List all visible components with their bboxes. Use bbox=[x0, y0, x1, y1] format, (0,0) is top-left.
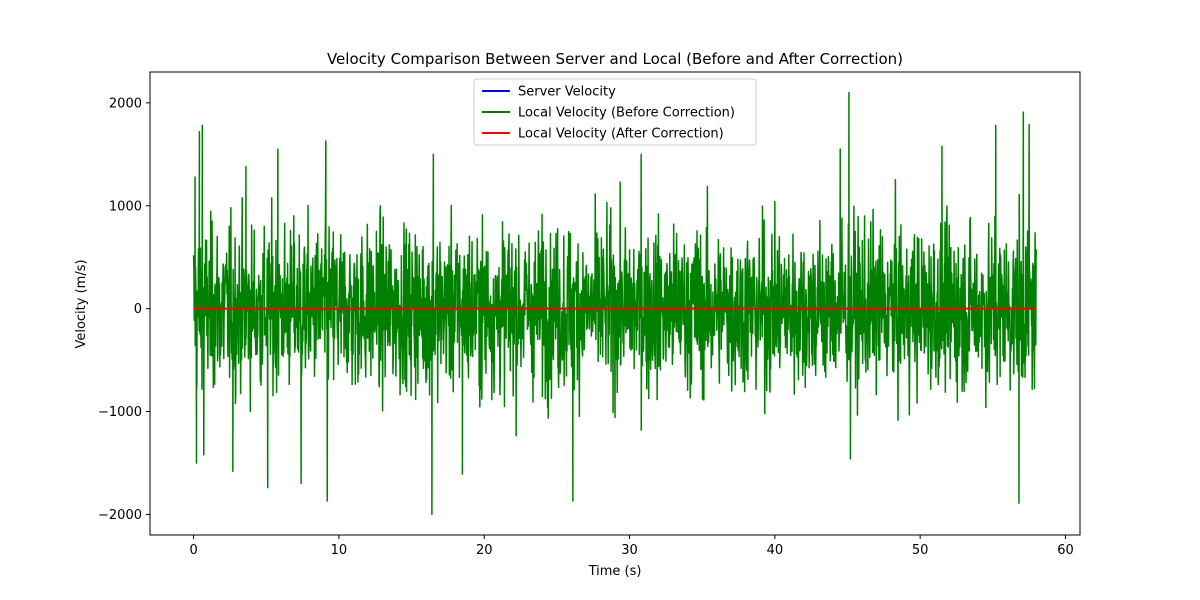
x-tick-label: 0 bbox=[189, 543, 197, 558]
y-tick-label: 0 bbox=[134, 302, 142, 317]
chart-title: Velocity Comparison Between Server and L… bbox=[327, 50, 903, 68]
y-tick-label: −1000 bbox=[98, 405, 142, 420]
x-tick-label: 60 bbox=[1057, 543, 1074, 558]
y-axis-title: Velocity (m/s) bbox=[74, 259, 89, 348]
series-line-local-before bbox=[192, 91, 1038, 516]
legend-label: Local Velocity (Before Correction) bbox=[518, 106, 735, 121]
legend: Server Velocity Local Velocity (Before Co… bbox=[473, 78, 757, 146]
x-tick-label: 50 bbox=[912, 543, 929, 558]
x-tick-label: 30 bbox=[621, 543, 638, 558]
y-axis: −2000 −1000 0 1000 2000 bbox=[98, 96, 150, 523]
legend-label: Local Velocity (After Correction) bbox=[518, 127, 724, 142]
x-tick-label: 40 bbox=[767, 543, 784, 558]
x-tick-label: 20 bbox=[476, 543, 493, 558]
y-tick-label: −2000 bbox=[98, 508, 142, 523]
series-layer bbox=[192, 91, 1038, 516]
x-tick-label: 10 bbox=[331, 543, 348, 558]
x-axis-title: Time (s) bbox=[588, 564, 642, 579]
y-tick-label: 1000 bbox=[109, 199, 142, 214]
legend-label: Server Velocity bbox=[518, 85, 616, 100]
legend-box bbox=[473, 78, 757, 146]
plot-area bbox=[149, 71, 1081, 536]
plot-frame bbox=[149, 71, 1081, 536]
y-tick-label: 2000 bbox=[109, 96, 142, 111]
x-axis: 0 10 20 30 40 50 60 bbox=[189, 535, 1074, 558]
